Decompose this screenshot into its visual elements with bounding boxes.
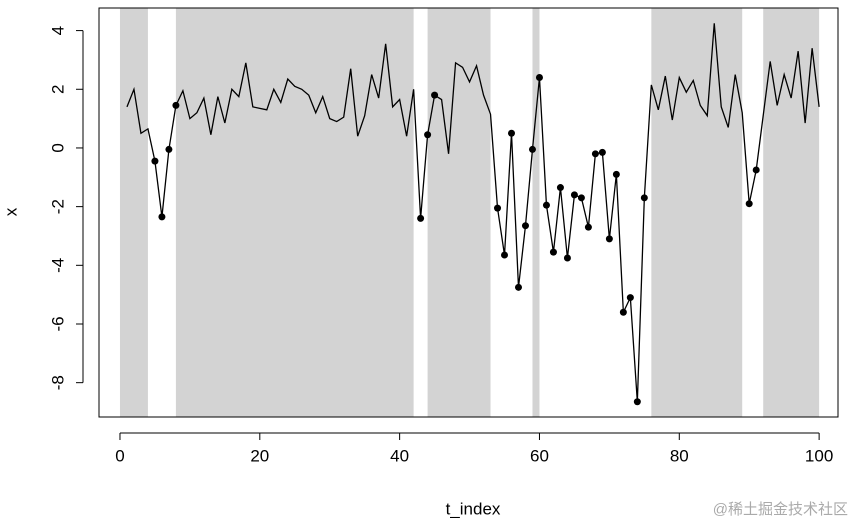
data-point <box>158 213 166 221</box>
data-point <box>542 201 550 209</box>
x-axis-label: t_index <box>446 499 501 518</box>
shaded-region <box>651 8 743 417</box>
shaded-region <box>532 8 540 417</box>
y-tick-label: -4 <box>48 258 67 273</box>
data-point <box>535 74 543 82</box>
data-point <box>563 254 571 262</box>
data-point <box>612 170 620 178</box>
data-point <box>598 148 606 156</box>
data-point <box>151 157 159 165</box>
x-tick-label: 100 <box>805 446 833 465</box>
y-tick-label: 0 <box>48 143 67 152</box>
data-point <box>172 101 180 109</box>
x-tick-label: 0 <box>115 446 124 465</box>
y-tick-label: 4 <box>48 26 67 35</box>
data-line <box>126 23 820 402</box>
data-point <box>417 214 425 222</box>
data-point <box>528 145 536 153</box>
data-point <box>549 248 557 256</box>
data-point <box>494 204 502 212</box>
shaded-region <box>175 8 414 417</box>
data-point <box>640 194 648 202</box>
data-point <box>501 251 509 259</box>
shaded-region <box>119 8 148 417</box>
data-point <box>521 222 529 230</box>
y-axis-label: x <box>1 207 20 216</box>
data-point <box>514 283 522 291</box>
data-point <box>424 131 432 139</box>
data-point <box>507 129 515 137</box>
data-point <box>165 145 173 153</box>
shaded-region <box>427 8 491 417</box>
watermark: @稀土掘金技术社区 <box>713 501 848 518</box>
plot-frame <box>98 7 839 418</box>
data-point <box>633 398 641 406</box>
data-point <box>556 184 564 192</box>
data-point <box>605 235 613 243</box>
x-tick-label: 40 <box>390 446 409 465</box>
x-tick-label: 60 <box>530 446 549 465</box>
y-tick-label: 2 <box>48 85 67 94</box>
y-tick-label: -8 <box>48 375 67 390</box>
data-point <box>570 191 578 199</box>
data-point <box>431 91 439 99</box>
data-point <box>626 294 634 302</box>
y-tick-label: -6 <box>48 316 67 331</box>
data-point <box>584 223 592 231</box>
x-tick-label: 20 <box>250 446 269 465</box>
y-tick-label: -2 <box>48 199 67 214</box>
data-point <box>577 194 585 202</box>
data-point <box>752 166 760 174</box>
x-tick-label: 80 <box>670 446 689 465</box>
data-point <box>745 200 753 208</box>
data-point <box>619 308 627 316</box>
data-point <box>591 150 599 158</box>
